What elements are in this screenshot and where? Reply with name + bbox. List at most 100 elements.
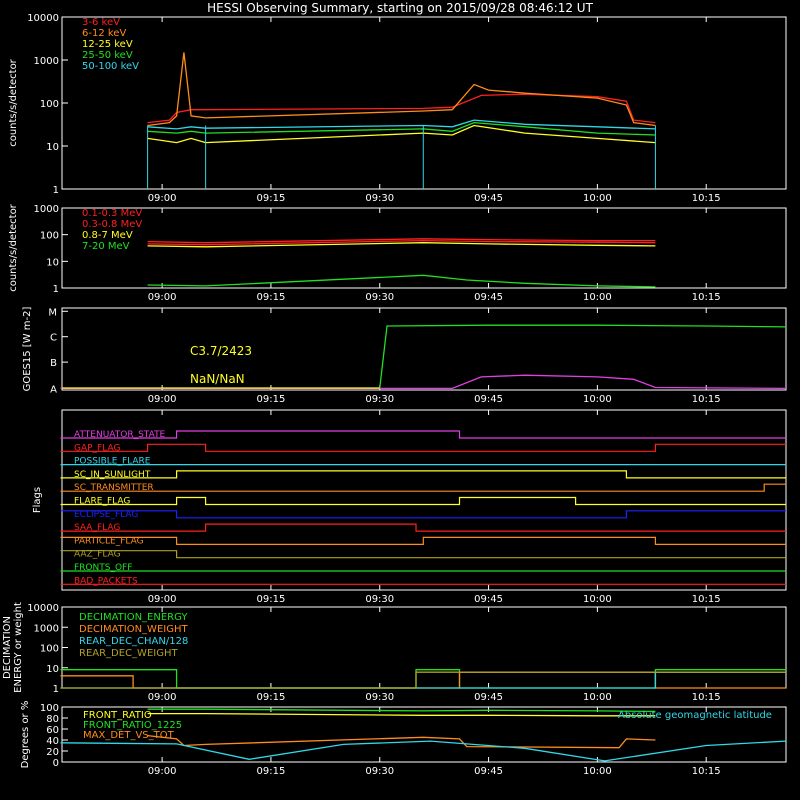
figure-title: HESSI Observing Summary, starting on 201… (207, 1, 593, 15)
legend-entry: 0.3-0.8 MeV (82, 219, 142, 230)
y-axis-label: ENERGY or weight (13, 602, 24, 693)
x-tick-label: 09:00 (148, 766, 177, 777)
y-axis-label: counts/s/detector (8, 58, 19, 146)
flag-label: ATTENUATOR_STATE (74, 430, 166, 440)
y-tick-label: C (50, 333, 57, 344)
flag-label: SAA_FLAG (74, 523, 120, 533)
goes-nan-annotation: NaN/NaN (190, 372, 245, 386)
x-tick-label: 09:45 (474, 394, 503, 405)
x-tick-label: 10:15 (692, 594, 721, 605)
y-tick-label: 10 (46, 664, 59, 675)
series-12-25-kev (147, 124, 656, 144)
flag-label: AAZ_FLAG (74, 550, 121, 560)
panel-flags-frame (61, 409, 787, 591)
legend-entry: MAX_DET_VS_TOT (83, 730, 175, 741)
y-tick-label: 20 (46, 747, 59, 758)
series-3-6-kev (147, 93, 656, 124)
x-tick-label: 09:30 (365, 193, 394, 204)
x-tick-label: 10:15 (692, 292, 721, 303)
series-decimation-weight (60, 671, 786, 689)
panel-gamma: 09:00 09:15 09:30 09:45 10:00 10:15 1 10 100 1000… (8, 203, 787, 303)
y-tick-label: 100 (40, 99, 59, 110)
legend-entry: 0.8-7 MeV (82, 230, 133, 241)
panel-goes: 09:00 09:15 09:30 09:45 10:00 10:15 A B C M GOES15… (22, 307, 787, 405)
y-tick-label: 100 (40, 231, 59, 242)
y-tick-label: M (48, 307, 57, 318)
x-tick-label: 10:00 (583, 766, 612, 777)
flag-series-sc-transmitter (60, 483, 786, 492)
y-tick-label: 10 (46, 142, 59, 153)
y-tick-label: 0 (53, 758, 59, 769)
y-axis-label: DECIMATION (2, 616, 13, 679)
x-tick-label: 09:30 (365, 766, 394, 777)
y-tick-label: 1000 (34, 623, 59, 634)
x-tick-label: 09:30 (365, 692, 394, 703)
panel-ratios-frame (61, 706, 787, 763)
panel-goes-frame (61, 307, 787, 391)
series-absolute-geomagnetic-latitude (60, 740, 787, 762)
x-tick-label: 09:15 (257, 394, 286, 405)
series-goes-short (60, 374, 787, 390)
flag-label: FLARE_FLAG (74, 497, 130, 507)
x-tick-label: 09:45 (474, 193, 503, 204)
x-tick-label: 09:15 (257, 292, 286, 303)
series-25-50-kev (147, 121, 656, 136)
legend-entry: FRONT_RATIO (83, 710, 152, 721)
panel-hxr: 09:00 09:15 09:30 09:45 10:00 10:15 1 10 100 1000… (8, 13, 787, 204)
flag-label: FRONTS_OFF (74, 563, 132, 573)
geomagnetic-latitude-label: Absolute geomagnetic latitude (618, 710, 772, 721)
x-tick-label: 10:00 (583, 394, 612, 405)
flag-label: PARTICLE_FLAG (74, 536, 144, 546)
x-tick-label: 09:15 (257, 766, 286, 777)
x-tick-label: 09:00 (148, 394, 177, 405)
y-tick-label: 10 (46, 257, 59, 268)
y-tick-label: 1 (53, 684, 59, 695)
legend-entry: 12-25 keV (82, 39, 133, 50)
y-axis-label: counts/s/detector (8, 203, 19, 291)
x-tick-label: 09:00 (148, 594, 177, 605)
x-tick-label: 10:15 (692, 193, 721, 204)
legend-entry: DECIMATION_WEIGHT (79, 624, 188, 635)
flag-series-particle-flag (60, 536, 786, 545)
y-tick-label: 80 (46, 714, 59, 725)
legend-entry: 25-50 keV (82, 50, 133, 61)
x-tick-label: 09:45 (474, 292, 503, 303)
x-tick-label: 09:00 (148, 193, 177, 204)
series-rear-dec-weight (60, 671, 786, 689)
series-max-det-vs-tot (147, 734, 656, 749)
x-tick-label: 09:45 (474, 594, 503, 605)
y-tick-label: 1 (53, 284, 59, 295)
series-50-100-kev (147, 119, 656, 130)
x-tick-label: 10:00 (583, 193, 612, 204)
x-tick-label: 09:45 (474, 766, 503, 777)
x-tick-label: 10:00 (583, 692, 612, 703)
legend-entry: 6-12 keV (82, 28, 126, 39)
flag-series-attenuator-state (60, 430, 786, 439)
flag-series-saa-flag (60, 523, 786, 532)
x-tick-label: 09:45 (474, 692, 503, 703)
flag-label: ECLIPSE_FLAG (74, 510, 138, 520)
legend-entry: 7-20 MeV (82, 241, 130, 252)
legend-entry: 3-6 keV (82, 17, 120, 28)
legend-entry: 50-100 keV (82, 61, 139, 72)
x-tick-label: 09:15 (257, 193, 286, 204)
x-tick-label: 09:15 (257, 594, 286, 605)
flag-label: SC_TRANSMITTER (74, 483, 154, 493)
flag-label: BAD_PACKETS (74, 576, 138, 586)
series-0-8-7-mev (147, 242, 656, 248)
flag-label: POSSIBLE_FLARE (74, 457, 151, 467)
legend-entry: REAR_DEC_CHAN/128 (79, 636, 188, 647)
flag-series-gap-flag (60, 443, 786, 452)
x-tick-label: 09:30 (365, 594, 394, 605)
legend-entry: FRONT_RATIO_1225 (83, 720, 182, 731)
x-tick-label: 09:00 (148, 692, 177, 703)
x-tick-label: 10:15 (692, 394, 721, 405)
y-tick-label: 100 (40, 703, 59, 714)
x-tick-label: 10:15 (692, 692, 721, 703)
flag-series-eclipse-flag (60, 510, 786, 519)
y-tick-label: A (50, 384, 57, 395)
goes-class-annotation: C3.7/2423 (190, 344, 252, 358)
panel-gamma-frame (61, 207, 787, 289)
y-tick-label: 1000 (34, 204, 59, 215)
